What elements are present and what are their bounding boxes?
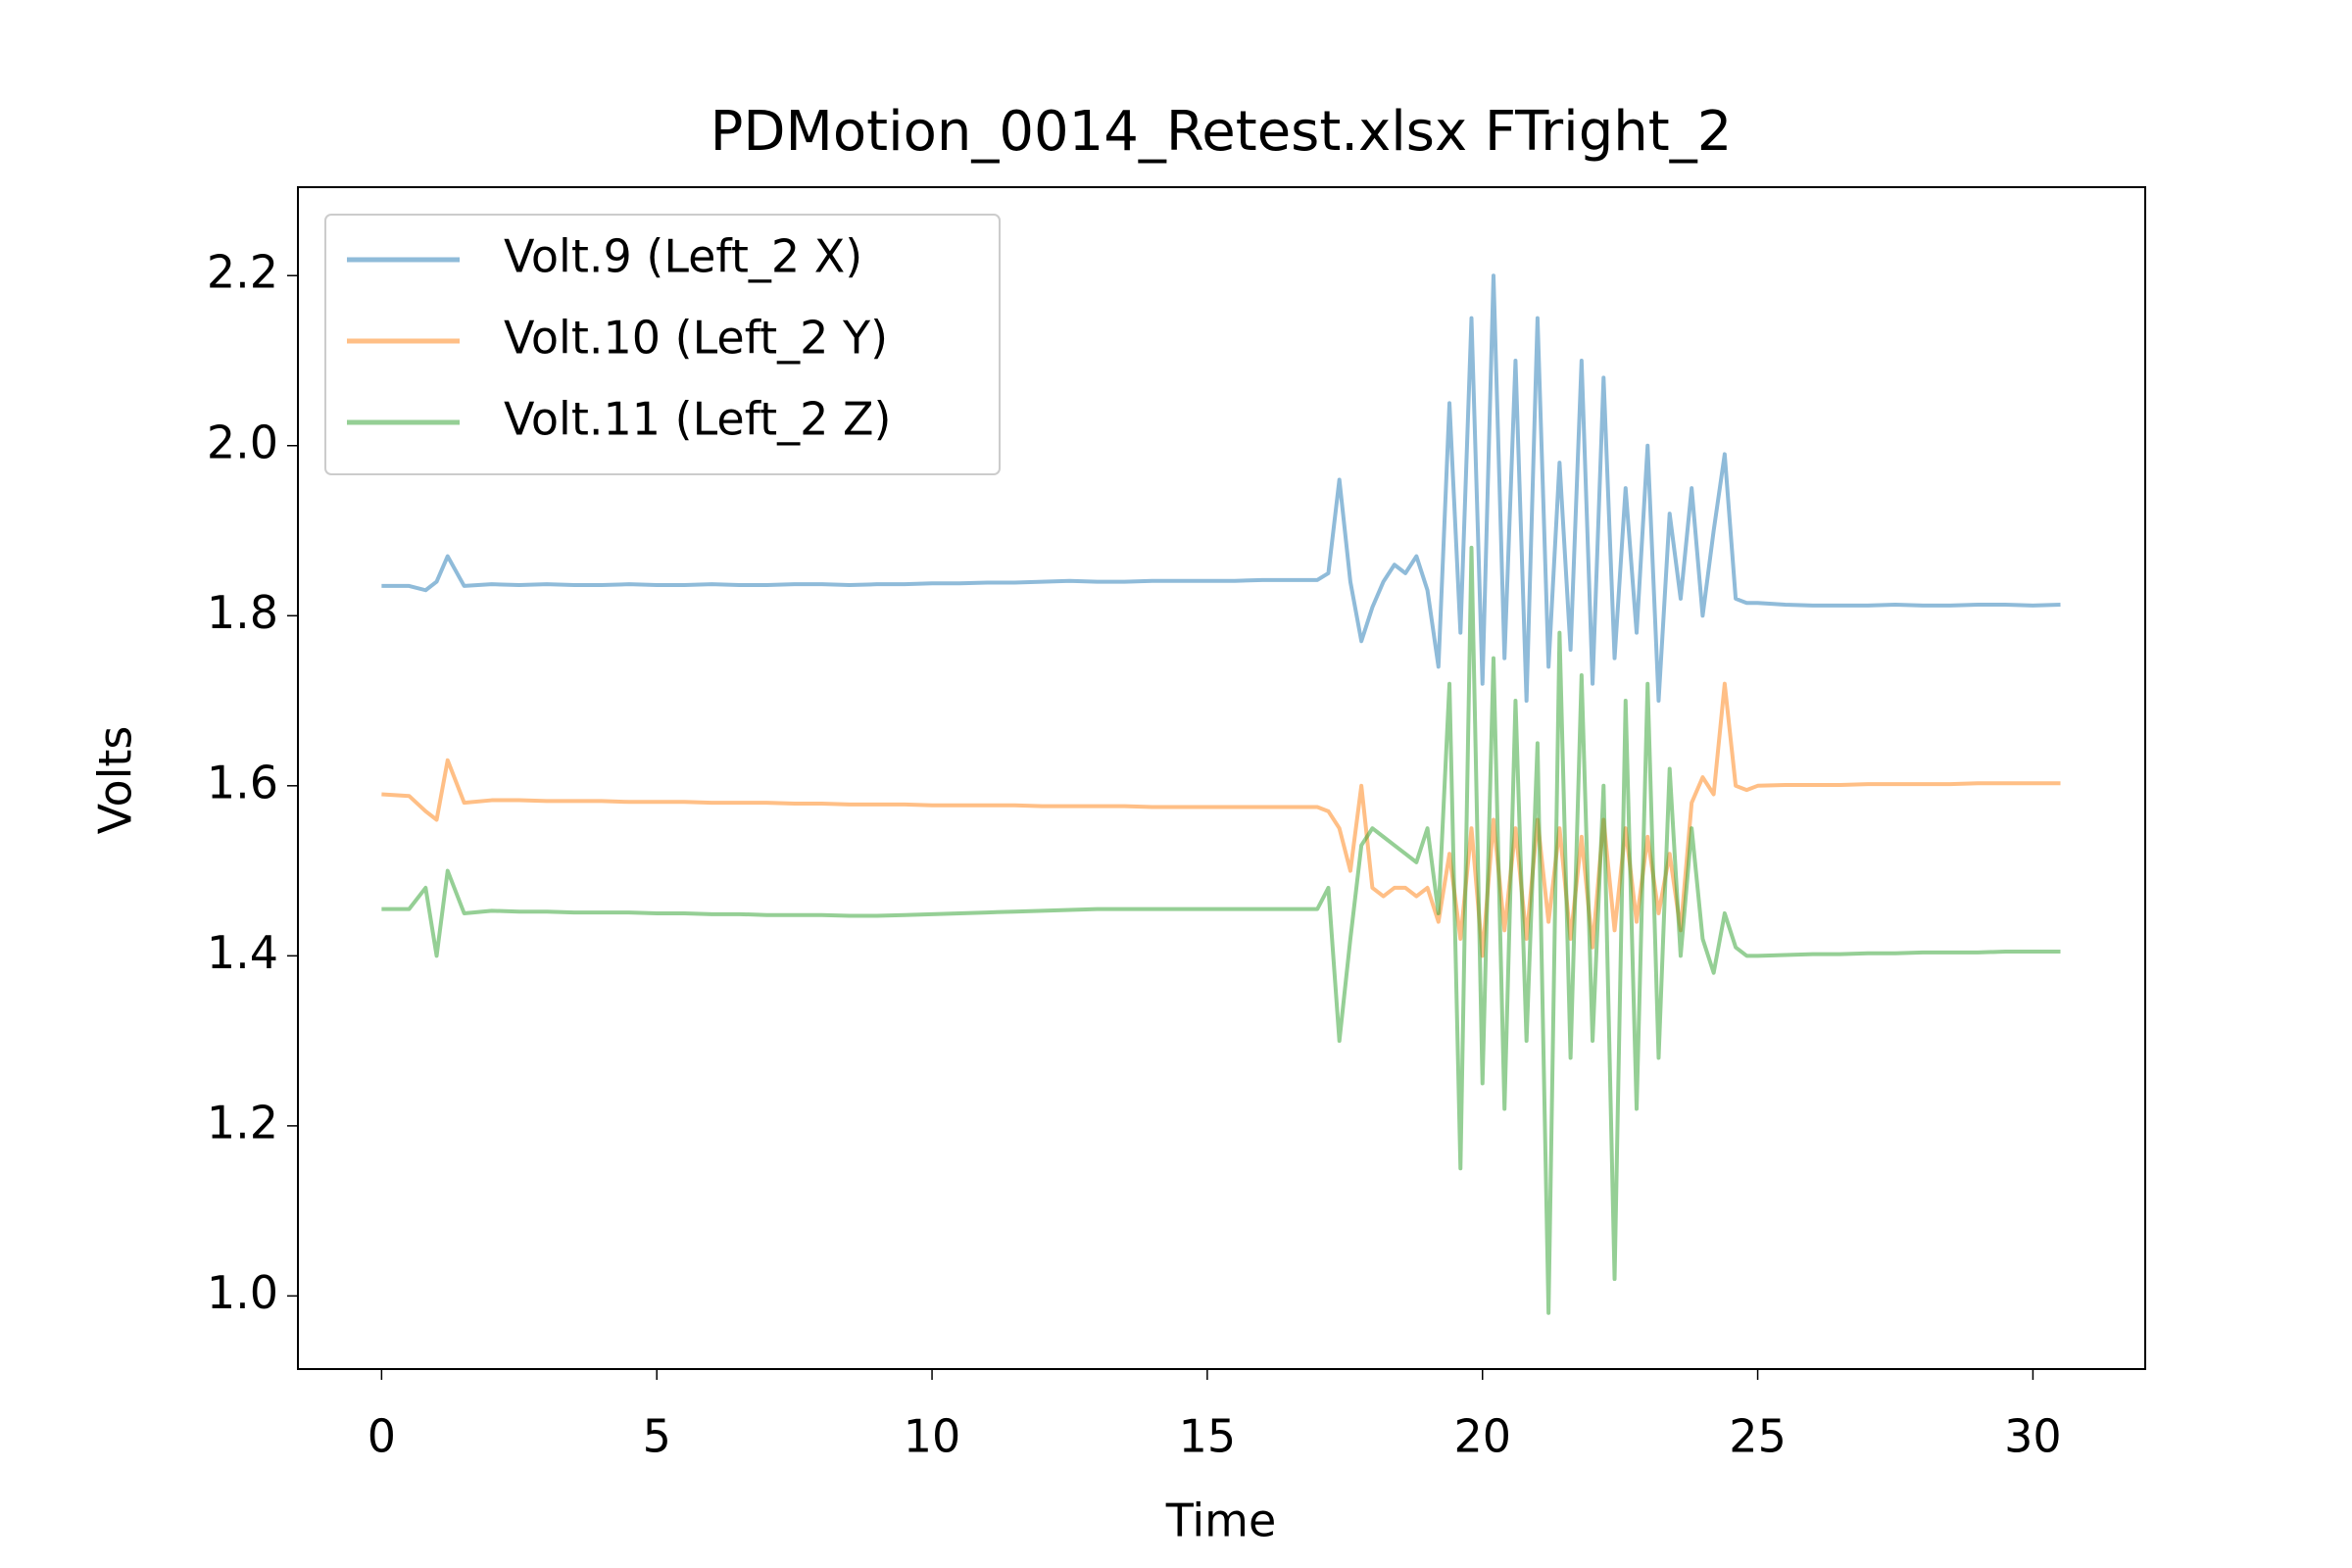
legend-box (324, 214, 1001, 475)
x-tick-label: 15 (1179, 1410, 1237, 1463)
y-axis-label: Volts (89, 726, 142, 835)
y-tick-label: 2.0 (207, 416, 278, 468)
x-tick-label: 5 (643, 1410, 671, 1463)
y-tick-label: 1.4 (207, 926, 278, 979)
y-tick-label: 1.0 (207, 1266, 278, 1319)
y-tick-label: 1.6 (207, 756, 278, 808)
x-tick-label: 30 (2004, 1410, 2062, 1463)
legend-label: Volt.11 (Left_2 Z) (504, 393, 891, 446)
axes-frame (297, 186, 2146, 1370)
x-tick-label: 25 (1729, 1410, 1787, 1463)
legend-label: Volt.9 (Left_2 X) (504, 230, 862, 283)
x-tick-label: 20 (1453, 1410, 1511, 1463)
y-tick-label: 1.2 (207, 1096, 278, 1149)
legend-label: Volt.10 (Left_2 Y) (504, 312, 888, 365)
y-tick-label: 2.2 (207, 246, 278, 299)
chart-title: PDMotion_0014_Retest.xlsx FTright_2 (710, 100, 1733, 164)
x-tick-label: 0 (368, 1410, 396, 1463)
series-line (381, 545, 2061, 1315)
series-line (381, 273, 2061, 704)
x-axis-label: Time (1165, 1494, 1277, 1547)
x-tick-label: 10 (904, 1410, 961, 1463)
series-line (381, 681, 2061, 958)
y-tick-label: 1.8 (207, 586, 278, 639)
